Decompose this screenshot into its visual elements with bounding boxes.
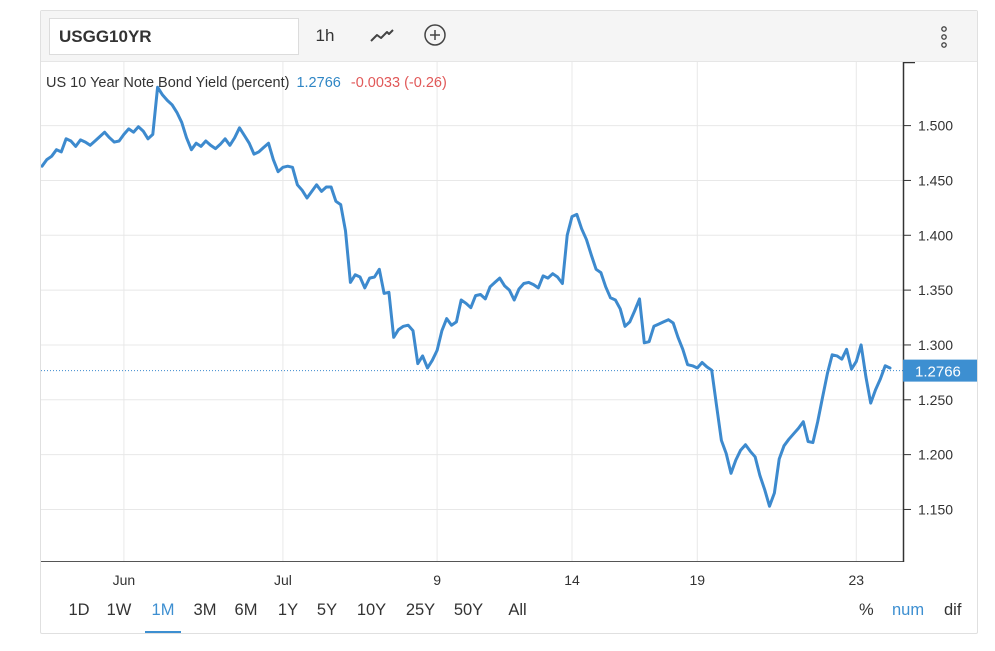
last-value-badge bbox=[903, 359, 977, 382]
mode-button-percent[interactable]: % bbox=[859, 601, 874, 619]
x-tick-label: Jun bbox=[113, 572, 136, 588]
compare-plus-icon[interactable] bbox=[422, 22, 448, 48]
range-button-5y[interactable]: 5Y bbox=[316, 601, 338, 619]
y-tick-label: 1.350 bbox=[918, 282, 953, 298]
y-tick-label: 1.400 bbox=[918, 227, 953, 243]
symbol-input[interactable] bbox=[49, 18, 299, 55]
x-tick-label: 19 bbox=[689, 572, 705, 588]
range-button-50y[interactable]: 50Y bbox=[453, 601, 484, 619]
x-tick-label: 9 bbox=[433, 572, 441, 588]
chart-widget: 1h 1.5001.4501.4001.3501.3001.2501.2001.… bbox=[40, 10, 978, 634]
series-line-usgg10yr bbox=[41, 85, 892, 508]
chart-legend: US 10 Year Note Bond Yield (percent) 1.2… bbox=[46, 75, 447, 91]
range-selector: 1D 1W 1M 3M 6M 1Y 5Y 10Y 25Y 50Y All% num dif bbox=[41, 597, 977, 633]
x-tick-label: Jul bbox=[274, 572, 292, 588]
range-button-1y[interactable]: 1Y bbox=[277, 601, 299, 619]
mode-button-num[interactable]: num bbox=[892, 601, 925, 619]
mode-button-dif[interactable]: dif bbox=[944, 601, 962, 619]
range-button-3m[interactable]: 3M bbox=[193, 601, 217, 619]
range-button-all[interactable]: All bbox=[508, 601, 527, 619]
line-chart-icon[interactable] bbox=[367, 23, 397, 49]
y-tick-label: 1.450 bbox=[918, 172, 953, 188]
y-tick-label: 1.250 bbox=[918, 392, 953, 408]
range-button-1w[interactable]: 1W bbox=[106, 601, 132, 619]
range-button-1m[interactable]: 1M bbox=[145, 597, 181, 633]
legend-change: -0.0033 (-0.26) bbox=[350, 75, 447, 91]
range-button-1d[interactable]: 1D bbox=[68, 601, 90, 619]
chart-toolbar: 1h bbox=[41, 11, 977, 62]
legend-last-value: 1.2766 bbox=[296, 75, 341, 91]
vertical-ellipsis-icon[interactable] bbox=[933, 23, 955, 51]
y-tick-label: 1.500 bbox=[918, 118, 953, 134]
range-button-6m[interactable]: 6M bbox=[234, 601, 258, 619]
y-tick-label: 1.300 bbox=[918, 337, 953, 353]
legend-series-name: US 10 Year Note Bond Yield (percent) bbox=[46, 75, 290, 91]
range-button-25y[interactable]: 25Y bbox=[405, 601, 436, 619]
range-button-10y[interactable]: 10Y bbox=[356, 601, 387, 619]
x-tick-label: 14 bbox=[564, 572, 580, 588]
interval-button[interactable]: 1h bbox=[315, 26, 335, 45]
y-tick-label: 1.200 bbox=[918, 447, 953, 463]
chart-plot-area[interactable]: 1.500 1.450 1.400 1.350 1.300 1.250 1.200 1.150… bbox=[41, 62, 977, 597]
last-value-label: 1.2766 bbox=[915, 364, 961, 381]
y-tick-label: 1.150 bbox=[918, 501, 953, 517]
x-tick-label: 23 bbox=[848, 572, 864, 588]
